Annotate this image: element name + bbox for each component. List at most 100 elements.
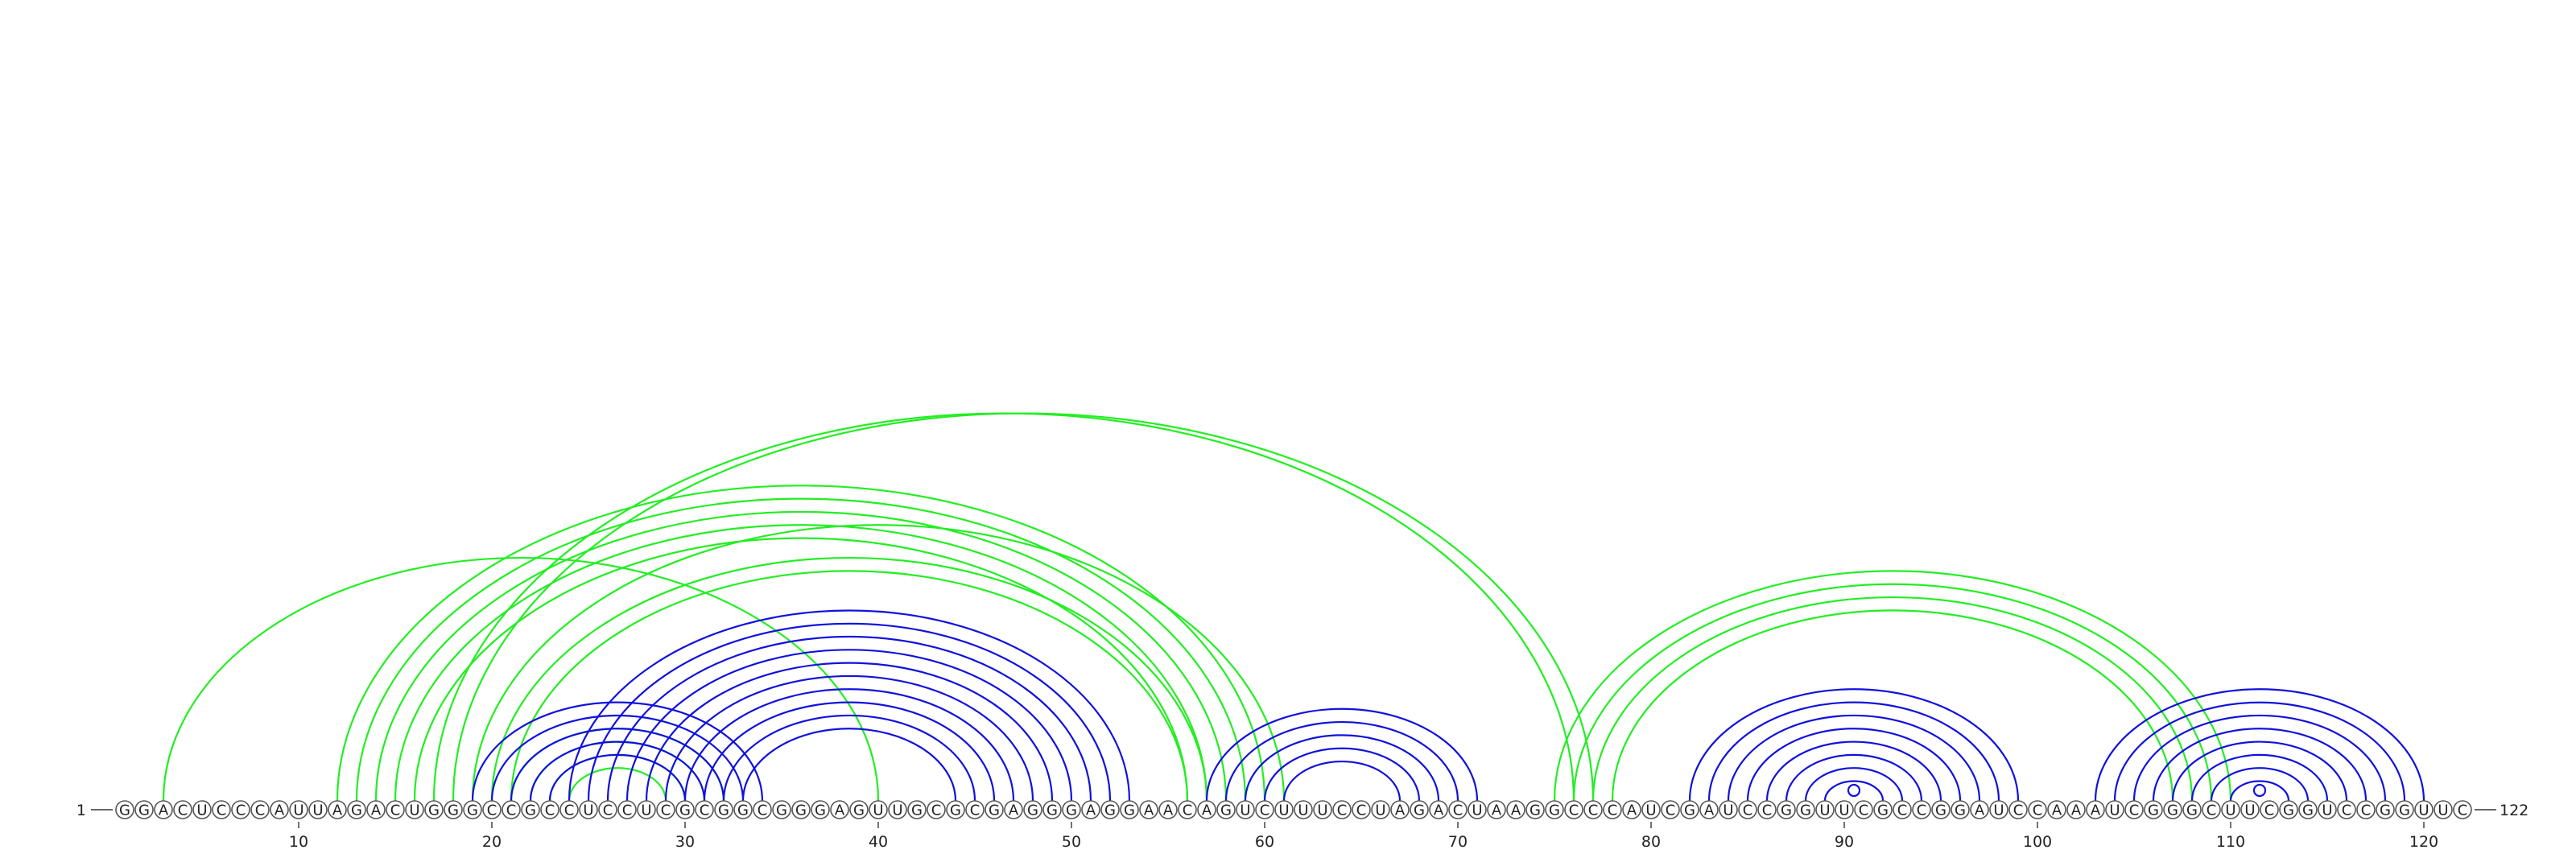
arc-green-20-57 xyxy=(490,556,1208,802)
nucleotide-circle xyxy=(811,800,830,819)
nucleotide-letter: U xyxy=(1723,802,1733,819)
arc-green-21-32 xyxy=(510,728,725,802)
nucleotide-44: G xyxy=(946,800,965,819)
nucleotide-letter: U xyxy=(1645,802,1656,819)
nucleotide-18: G xyxy=(444,800,463,819)
nucleotide-77: C xyxy=(1583,800,1603,819)
nucleotide-circle xyxy=(1468,800,1487,819)
nucleotide-circle xyxy=(888,800,907,819)
nucleotide-letter: A xyxy=(275,802,285,819)
nucleotide-circle xyxy=(1989,800,2008,819)
nucleotide-letter: C xyxy=(236,802,246,819)
nucleotide-letter: U xyxy=(1819,802,1830,819)
arc-blue-87-94 xyxy=(1785,753,1923,802)
nucleotide-circle xyxy=(1332,800,1352,819)
nucleotide-letter: C xyxy=(178,802,188,819)
nucleotide-circle xyxy=(1004,800,1023,819)
nucleotide-100: C xyxy=(2028,800,2047,819)
nucleotide-circle xyxy=(2124,800,2144,819)
nucleotide-letter: U xyxy=(583,802,593,819)
nucleotide-66: U xyxy=(1371,800,1390,819)
nucleotide-70: C xyxy=(1448,800,1468,819)
nucleotide-circle xyxy=(1893,800,1912,819)
nucleotide-letter: A xyxy=(1009,802,1019,819)
nucleotide-letter: C xyxy=(255,802,266,819)
arc-green-21-56 xyxy=(510,570,1189,802)
nucleotide-circle xyxy=(2318,800,2337,819)
nucleotide-54: A xyxy=(1139,800,1158,819)
nucleotide-96: G xyxy=(1951,800,1970,819)
loop-markers xyxy=(1847,783,2267,798)
loop-marker-2 xyxy=(2252,783,2267,798)
nucleotide-letter: G xyxy=(1414,802,1425,819)
nucleotide-circle xyxy=(1815,800,1835,819)
nucleotide-11: U xyxy=(308,800,328,819)
nucleotide-letter: G xyxy=(1955,802,1966,819)
nucleotide-letter: C xyxy=(1762,802,1773,819)
nucleotide-letter: G xyxy=(2283,802,2294,819)
nucleotide-letter: G xyxy=(1046,802,1058,819)
nucleotide-letter: G xyxy=(1781,802,1792,819)
nucleotide-circle xyxy=(2260,800,2279,819)
nucleotide-92: G xyxy=(1873,800,1893,819)
nucleotide-116: C xyxy=(2337,800,2356,819)
tick-label-20: 20 xyxy=(482,833,502,851)
nucleotide-circle xyxy=(714,800,733,819)
nucleotide-letter: C xyxy=(217,802,227,819)
nucleotide-circle xyxy=(849,800,869,819)
nucleotide-letter: C xyxy=(1897,802,1908,819)
nucleotide-103: A xyxy=(2086,800,2105,819)
nucleotide-14: A xyxy=(366,800,386,819)
nucleotide-letter: C xyxy=(1588,802,1599,819)
nucleotide-letter: C xyxy=(2033,802,2043,819)
nucleotide-circle xyxy=(2105,800,2124,819)
nucleotide-56: C xyxy=(1178,800,1197,819)
nucleotide-94: C xyxy=(1912,800,1931,819)
nucleotide-8: C xyxy=(250,800,270,819)
nucleotide-10: U xyxy=(289,800,308,819)
nucleotide-106: G xyxy=(2144,800,2163,819)
nucleotide-circle xyxy=(2182,800,2202,819)
nucleotide-circle xyxy=(444,800,463,819)
nucleotide-letter: C xyxy=(700,802,710,819)
nucleotide-letter: G xyxy=(1066,802,1077,819)
nucleotide-letter: C xyxy=(970,802,980,819)
end-position-label: 122 xyxy=(2500,802,2529,819)
nucleotide-letter: C xyxy=(1356,802,1367,819)
nucleotide-circle xyxy=(2144,800,2163,819)
arc-green-3-40 xyxy=(162,556,880,802)
nucleotide-circle xyxy=(1062,800,1081,819)
nucleotide-circle xyxy=(2221,800,2240,819)
nucleotide-19: G xyxy=(463,800,482,819)
nucleotide-letter: C xyxy=(1859,802,1869,819)
nucleotide-circle xyxy=(2028,800,2047,819)
nucleotide-letter: C xyxy=(661,802,671,819)
nucleotide-circle xyxy=(733,800,753,819)
arc-blue-22-31 xyxy=(529,740,706,802)
nucleotide-81: C xyxy=(1661,800,1680,819)
nucleotide-17: G xyxy=(424,800,444,819)
nucleotide-circle xyxy=(424,800,444,819)
nucleotide-circle xyxy=(1931,800,1951,819)
arc-green-18-77 xyxy=(452,412,1595,802)
nucleotide-circle xyxy=(386,800,405,819)
nucleotide-letter: G xyxy=(718,802,729,819)
nucleotide-circle xyxy=(1525,800,1545,819)
nucleotide-59: U xyxy=(1236,800,1255,819)
nucleotide-63: U xyxy=(1313,800,1332,819)
nucleotide-circle xyxy=(559,800,579,819)
loop-marker-1 xyxy=(1847,783,1861,798)
nucleotide-69: A xyxy=(1429,800,1448,819)
nucleotide-letter: C xyxy=(603,802,613,819)
nucleotide-circle xyxy=(1158,800,1178,819)
nucleotide-letter: G xyxy=(2380,802,2391,819)
nucleotide-88: G xyxy=(1796,800,1815,819)
nucleotide-67: A xyxy=(1390,800,1410,819)
nucleotide-circle xyxy=(1506,800,1525,819)
nucleotide-51: A xyxy=(1081,800,1100,819)
nucleotide-circle xyxy=(2066,800,2086,819)
nucleotide-letter: G xyxy=(989,802,1000,819)
nucleotide-letter: U xyxy=(1317,802,1327,819)
nucleotide-circle xyxy=(2279,800,2298,819)
nucleotide-114: G xyxy=(2298,800,2318,819)
